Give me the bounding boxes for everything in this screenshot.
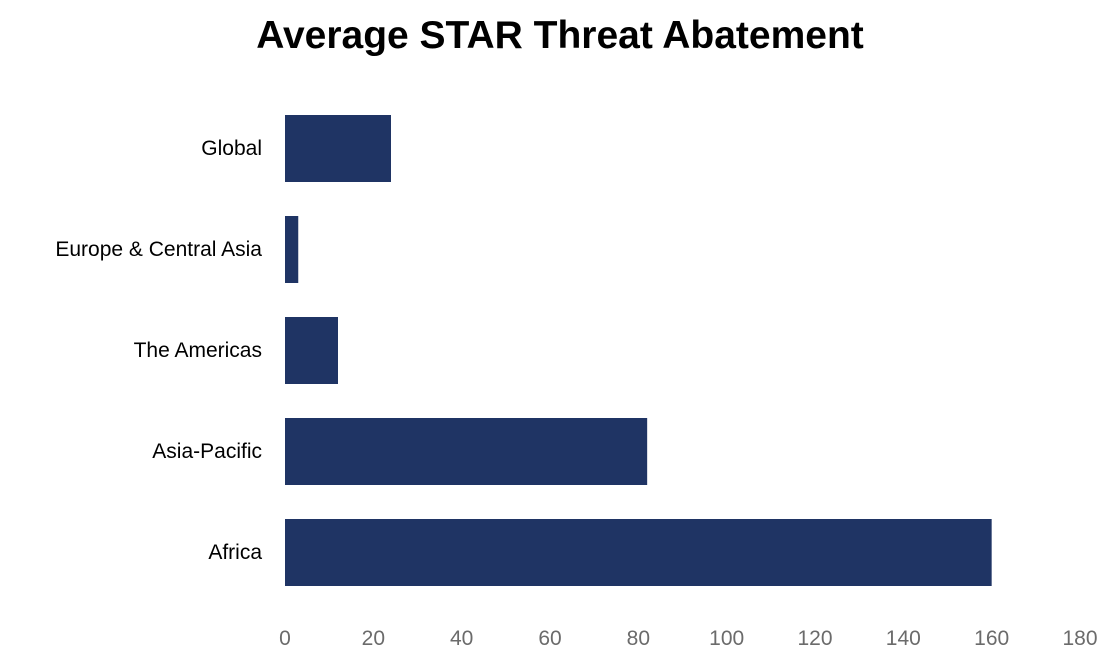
category-label: Global xyxy=(201,137,262,160)
bar xyxy=(285,418,648,485)
x-tick-label: 100 xyxy=(709,627,744,650)
x-tick-label: 180 xyxy=(1062,627,1097,650)
bar xyxy=(285,115,391,182)
bar xyxy=(285,317,338,384)
category-label: Europe & Central Asia xyxy=(55,238,262,261)
category-label: The Americas xyxy=(134,339,262,362)
bar xyxy=(285,216,299,283)
x-tick-label: 40 xyxy=(450,627,473,650)
category-label: Africa xyxy=(208,541,262,564)
bar xyxy=(285,519,992,586)
x-tick-label: 80 xyxy=(627,627,650,650)
x-tick-label: 120 xyxy=(797,627,832,650)
category-label: Asia-Pacific xyxy=(152,440,262,463)
x-tick-label: 20 xyxy=(362,627,385,650)
chart-title: Average STAR Threat Abatement xyxy=(256,14,864,57)
x-tick-label: 0 xyxy=(279,627,291,650)
x-tick-label: 60 xyxy=(538,627,561,650)
x-tick-label: 140 xyxy=(886,627,921,650)
x-tick-label: 160 xyxy=(974,627,1009,650)
